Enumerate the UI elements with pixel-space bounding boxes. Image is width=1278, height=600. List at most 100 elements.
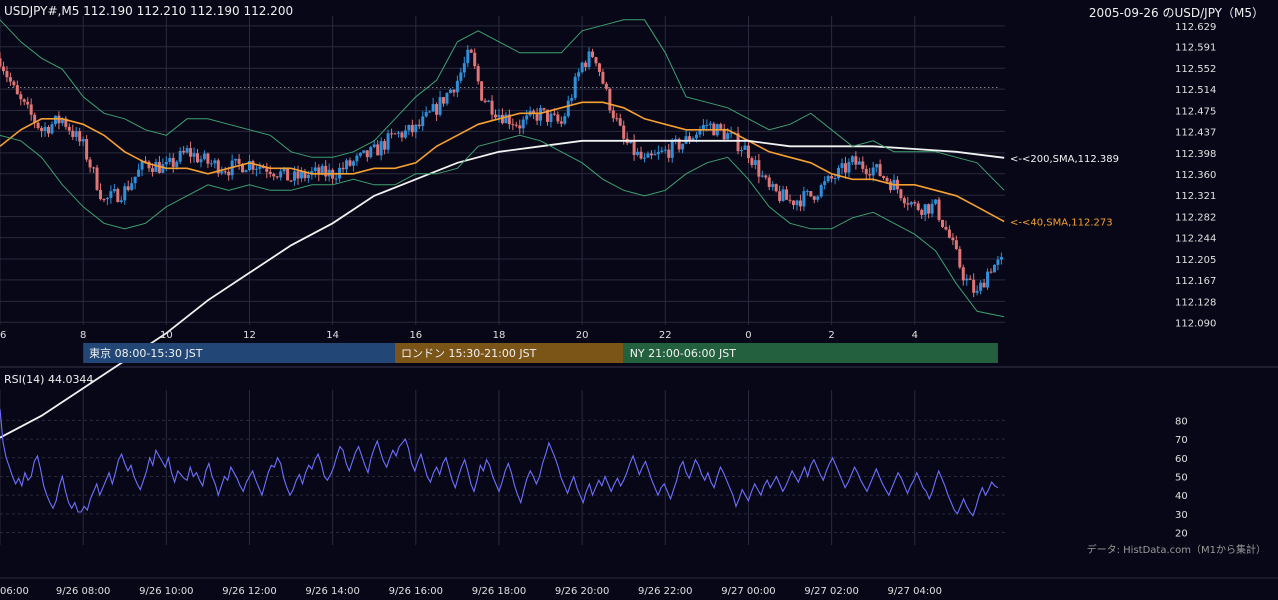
candle-body <box>67 126 71 131</box>
candle <box>410 119 414 137</box>
candle-body <box>261 166 265 169</box>
rsi-label: RSI(14) 44.0344 <box>4 373 94 386</box>
candle-body <box>608 88 612 111</box>
candle <box>67 123 71 135</box>
candle <box>864 165 868 181</box>
candle <box>591 48 595 58</box>
candle-body <box>764 175 768 178</box>
rsi-time-label: 9/26 08:00 <box>56 586 110 597</box>
candle <box>393 132 397 135</box>
candle <box>161 158 165 174</box>
candle <box>740 146 744 157</box>
candle-body <box>178 150 182 162</box>
candle <box>448 88 452 94</box>
candle-body <box>535 113 539 121</box>
candle-body <box>171 158 175 167</box>
candle-body <box>882 176 886 178</box>
candle <box>71 124 75 140</box>
candle <box>105 196 109 206</box>
candle <box>383 138 387 155</box>
candle <box>861 156 865 173</box>
candle-body <box>618 118 622 126</box>
candle-body <box>968 278 972 280</box>
candle-body <box>580 62 584 73</box>
candle <box>979 280 983 295</box>
session-label: ロンドン 15:30-21:00 JST <box>401 347 537 360</box>
candle-body <box>636 151 640 155</box>
candle <box>85 135 89 162</box>
rsi-axis-label: 50 <box>1175 472 1188 483</box>
candle <box>677 137 681 153</box>
candle <box>407 124 411 135</box>
candle-body <box>400 132 404 138</box>
candle-body <box>244 170 248 173</box>
candle <box>871 161 875 182</box>
candle-body <box>130 183 134 191</box>
candle-body <box>85 139 89 160</box>
candle <box>788 194 792 204</box>
candle <box>1 61 5 75</box>
candle <box>171 153 175 173</box>
candle <box>414 124 418 139</box>
candle <box>785 186 789 200</box>
rsi-axis-label: 20 <box>1175 529 1188 540</box>
candle-body <box>445 93 449 104</box>
price-axis-label: 112.090 <box>1175 318 1216 329</box>
candle-body <box>864 168 868 175</box>
candle-body <box>147 161 151 169</box>
candle-body <box>459 72 463 81</box>
time-tick-label: 6 <box>0 330 6 341</box>
candle <box>608 87 612 114</box>
candle <box>483 98 487 104</box>
candle <box>999 252 1003 265</box>
candle-body <box>286 167 290 181</box>
candle <box>889 178 893 193</box>
candle-body <box>750 158 754 165</box>
candle-body <box>573 76 577 99</box>
candle <box>445 92 449 106</box>
candle-body <box>909 202 913 205</box>
candles <box>0 45 1003 298</box>
candle <box>81 136 85 147</box>
session-bar <box>395 343 624 363</box>
candle-body <box>60 118 64 124</box>
candle-body <box>507 114 511 125</box>
candle <box>88 156 92 173</box>
session-bar <box>623 343 998 363</box>
candle-body <box>438 97 442 115</box>
candle <box>764 174 768 180</box>
candle-body <box>157 161 161 173</box>
candle <box>559 116 563 128</box>
candle-body <box>334 178 338 180</box>
candle-body <box>428 111 432 113</box>
candle <box>909 201 913 208</box>
candle-body <box>50 124 54 134</box>
rsi-time-label: 9/27 04:00 <box>888 586 942 597</box>
candle-body <box>95 167 99 190</box>
candle <box>126 180 130 192</box>
candle <box>22 98 26 106</box>
candle-body <box>746 145 750 159</box>
candle <box>324 160 328 182</box>
candle <box>760 170 764 178</box>
candle-body <box>473 52 477 67</box>
price-axis-label: 112.398 <box>1175 149 1216 160</box>
candle-body <box>954 240 958 250</box>
candle <box>708 120 712 130</box>
candle <box>850 155 854 166</box>
rsi-time-label: 9/27 00:00 <box>721 586 775 597</box>
candle-body <box>913 202 917 204</box>
candle-body <box>958 249 962 268</box>
candle <box>681 143 685 154</box>
rsi-time-label: 9/26 14:00 <box>305 586 359 597</box>
candle <box>182 146 186 155</box>
candle <box>573 72 577 101</box>
candle <box>906 196 910 211</box>
candle <box>944 220 948 231</box>
candle-body <box>192 153 196 157</box>
candle-body <box>649 153 653 156</box>
candle <box>580 61 584 74</box>
candle-body <box>227 171 231 176</box>
candle-body <box>556 114 560 122</box>
